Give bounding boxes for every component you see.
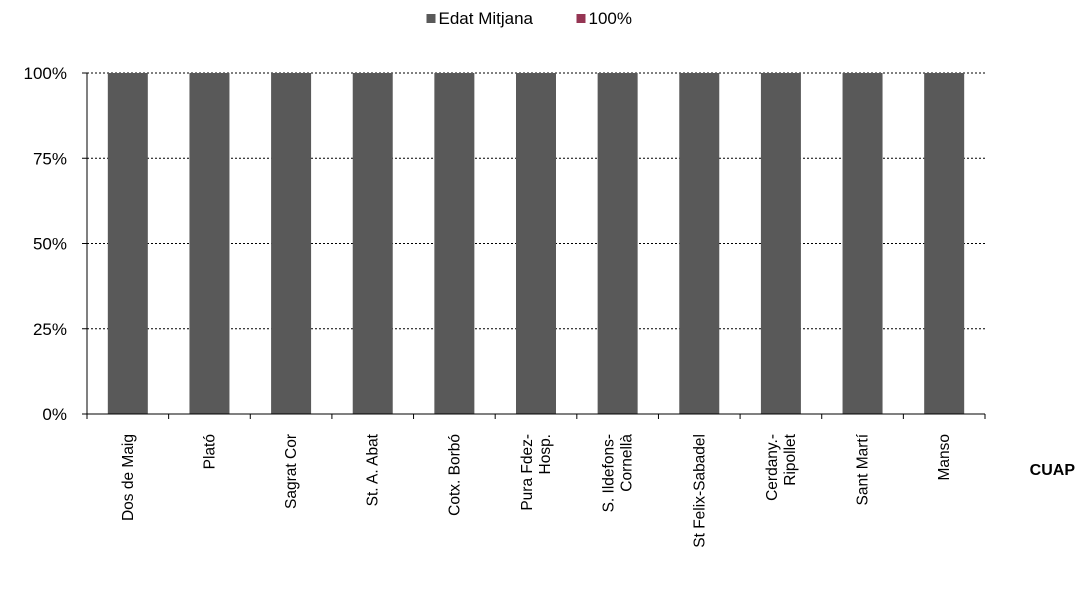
x-tick-label: Dos de Maig <box>120 434 137 521</box>
legend-swatch <box>576 14 586 23</box>
x-tick-label: Sagrat Cor <box>283 434 300 509</box>
x-tick-labels: Dos de Maig Plató Sagrat Cor St. A. Abat Cot… <box>120 433 953 547</box>
y-tick-label: 0% <box>42 405 67 424</box>
x-axis-label: CUAP <box>1030 462 1075 479</box>
x-tick-label: Pura Fdez-Hosp. <box>519 434 554 511</box>
bar <box>107 73 148 414</box>
x-tick-label: Cotx. Borbó <box>446 434 463 516</box>
x-tick-label: Cerdany.-Ripollet <box>764 433 799 501</box>
y-tick-label: 75% <box>33 149 67 168</box>
x-tick-label: St Felix-Sabadel <box>691 434 708 548</box>
y-tick-label: 100% <box>24 64 67 83</box>
y-tick-labels: 0% 25% 50% 75% 100% <box>24 64 67 424</box>
bar <box>597 73 638 414</box>
x-tick-label: Plató <box>201 434 218 469</box>
legend-swatch <box>426 14 436 23</box>
axes <box>82 72 986 419</box>
x-tick-label: Manso <box>936 434 953 481</box>
x-tick-label: S. Ildefons-Cornellà <box>601 434 636 513</box>
legend-label: 100% <box>589 9 632 28</box>
bars <box>107 73 965 414</box>
x-tick-label: St. A. Abat <box>365 433 382 506</box>
x-tick-label: Sant Martí <box>855 433 872 505</box>
bar <box>189 73 230 414</box>
bar <box>924 73 965 414</box>
legend-label: Edat Mitjana <box>439 9 534 28</box>
y-tick-label: 50% <box>33 235 67 254</box>
bar <box>434 73 475 414</box>
bar <box>352 73 393 414</box>
bar <box>842 73 883 414</box>
bar <box>760 73 801 414</box>
y-tick-label: 25% <box>33 320 67 339</box>
bar <box>516 73 556 414</box>
bar <box>679 73 720 414</box>
bar <box>271 73 312 414</box>
legend: Edat Mitjana 100% <box>426 9 632 28</box>
